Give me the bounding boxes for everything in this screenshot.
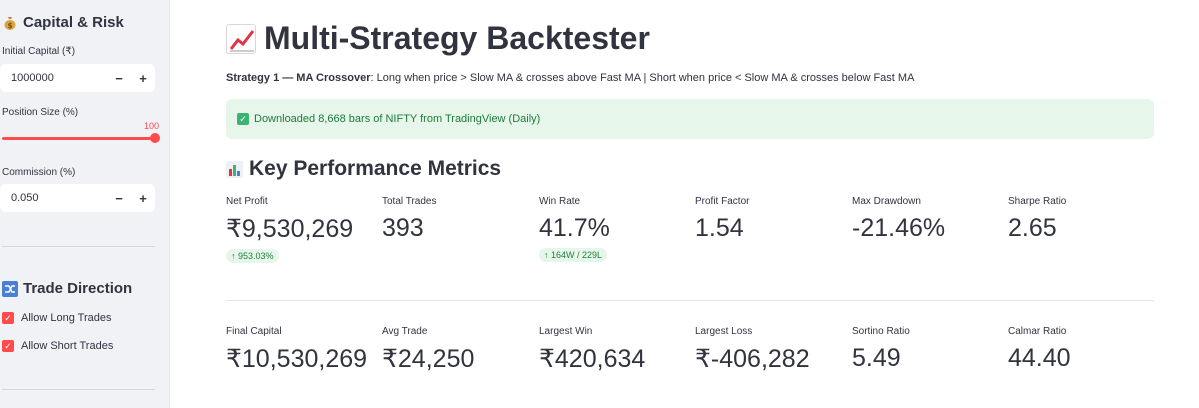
commission-label: Commission (%) xyxy=(2,167,76,178)
metric-value: ₹9,530,269 xyxy=(226,215,354,243)
metric-calmar-ratio: Calmar Ratio 44.40 xyxy=(1008,326,1158,373)
success-alert: ✓ Downloaded 8,668 bars of NIFTY from Tr… xyxy=(226,99,1154,139)
commission-decrement-button[interactable]: − xyxy=(115,190,123,206)
position-size-label: Position Size (%) xyxy=(2,107,79,118)
metric-label: Sharpe Ratio xyxy=(1008,196,1067,207)
trade-direction-heading-text: Trade Direction xyxy=(23,280,133,297)
metrics-section-heading: Key Performance Metrics xyxy=(226,157,501,181)
trade-direction-heading: Trade Direction xyxy=(2,280,132,297)
initial-capital-value[interactable]: 1000000 xyxy=(11,72,54,84)
initial-capital-decrement-button[interactable]: − xyxy=(115,70,123,86)
metric-value: ₹420,634 xyxy=(539,345,646,373)
metric-value: ₹-406,282 xyxy=(695,345,810,373)
metric-value: ₹24,250 xyxy=(382,345,475,373)
metric-sortino-ratio: Sortino Ratio 5.49 xyxy=(852,326,1002,373)
metric-net-profit: Net Profit ₹9,530,269 ↑ 953.03% xyxy=(226,196,376,264)
metric-value: -21.46% xyxy=(852,214,946,242)
commission-value[interactable]: 0.050 xyxy=(11,192,39,204)
position-size-slider-track[interactable] xyxy=(2,137,155,140)
metric-total-trades: Total Trades 393 xyxy=(382,196,532,243)
metric-label: Avg Trade xyxy=(382,326,428,337)
capital-risk-heading-text: Capital & Risk xyxy=(23,14,124,31)
metric-sharpe-ratio: Sharpe Ratio 2.65 xyxy=(1008,196,1158,243)
sidebar: $ Capital & Risk Initial Capital (₹) 100… xyxy=(0,0,170,408)
sidebar-divider xyxy=(2,246,155,247)
allow-long-trades-label: Allow Long Trades xyxy=(21,312,112,324)
commission-input[interactable]: 0.050 − + xyxy=(0,184,155,212)
position-size-slider-value: 100 xyxy=(144,121,160,131)
metric-win-rate: Win Rate 41.7% ↑ 164W / 229L xyxy=(539,196,689,263)
commission-increment-button[interactable]: + xyxy=(139,190,147,206)
metric-label: Total Trades xyxy=(382,196,437,207)
checkmark-icon[interactable]: ✓ xyxy=(2,340,14,352)
metric-value: ₹10,530,269 xyxy=(226,345,368,373)
metric-label: Largest Loss xyxy=(695,326,753,337)
metric-label: Net Profit xyxy=(226,196,268,207)
initial-capital-label: Initial Capital (₹) xyxy=(2,46,76,57)
svg-text:$: $ xyxy=(8,22,13,30)
strategy-name: Strategy 1 — MA Crossover xyxy=(226,72,371,84)
metric-avg-trade: Avg Trade ₹24,250 xyxy=(382,326,532,374)
checkmark-icon[interactable]: ✓ xyxy=(2,312,14,324)
metric-value: 1.54 xyxy=(695,214,744,242)
page-title: Multi-Strategy Backtester xyxy=(226,20,650,57)
metric-label: Sortino Ratio xyxy=(852,326,910,337)
metric-delta-badge: ↑ 953.03% xyxy=(226,249,279,263)
bar-chart-icon xyxy=(226,160,243,178)
metric-delta-badge: ↑ 164W / 229L xyxy=(539,248,608,262)
shuffle-icon xyxy=(2,280,18,297)
metric-label: Max Drawdown xyxy=(852,196,921,207)
metric-value: 44.40 xyxy=(1008,344,1071,372)
sidebar-divider xyxy=(2,389,155,390)
metric-value: 41.7% xyxy=(539,214,610,242)
chart-increasing-icon xyxy=(226,23,256,54)
check-mark-icon: ✓ xyxy=(237,113,249,125)
metric-label: Calmar Ratio xyxy=(1008,326,1067,337)
allow-short-trades-label: Allow Short Trades xyxy=(21,340,114,352)
metric-largest-win: Largest Win ₹420,634 xyxy=(539,326,689,374)
main-content: Multi-Strategy Backtester Strategy 1 — M… xyxy=(170,0,1199,408)
metrics-section-heading-text: Key Performance Metrics xyxy=(249,157,502,180)
allow-short-trades-checkbox[interactable]: ✓ Allow Short Trades xyxy=(2,340,113,352)
allow-long-trades-checkbox[interactable]: ✓ Allow Long Trades xyxy=(2,312,112,324)
metrics-divider xyxy=(226,300,1154,301)
strategy-rules: : Long when price > Slow MA & crosses ab… xyxy=(370,72,915,84)
metric-value: 5.49 xyxy=(852,344,901,372)
initial-capital-increment-button[interactable]: + xyxy=(139,70,147,86)
metric-value: 393 xyxy=(382,214,424,242)
metric-label: Largest Win xyxy=(539,326,593,337)
metric-profit-factor: Profit Factor 1.54 xyxy=(695,196,845,243)
metric-label: Final Capital xyxy=(226,326,282,337)
success-alert-text: Downloaded 8,668 bars of NIFTY from Trad… xyxy=(254,113,541,125)
money-bag-icon: $ xyxy=(4,16,16,30)
page-title-text: Multi-Strategy Backtester xyxy=(264,20,650,56)
metric-final-capital: Final Capital ₹10,530,269 xyxy=(226,326,376,374)
metric-largest-loss: Largest Loss ₹-406,282 xyxy=(695,326,845,374)
metric-label: Win Rate xyxy=(539,196,581,207)
metric-value: 2.65 xyxy=(1008,214,1057,242)
capital-risk-heading: $ Capital & Risk xyxy=(2,14,124,31)
position-size-slider-handle[interactable] xyxy=(150,133,160,143)
strategy-description: Strategy 1 — MA Crossover: Long when pri… xyxy=(226,72,914,84)
metric-max-drawdown: Max Drawdown -21.46% xyxy=(852,196,1002,243)
initial-capital-input[interactable]: 1000000 − + xyxy=(0,64,155,92)
metric-label: Profit Factor xyxy=(695,196,750,207)
